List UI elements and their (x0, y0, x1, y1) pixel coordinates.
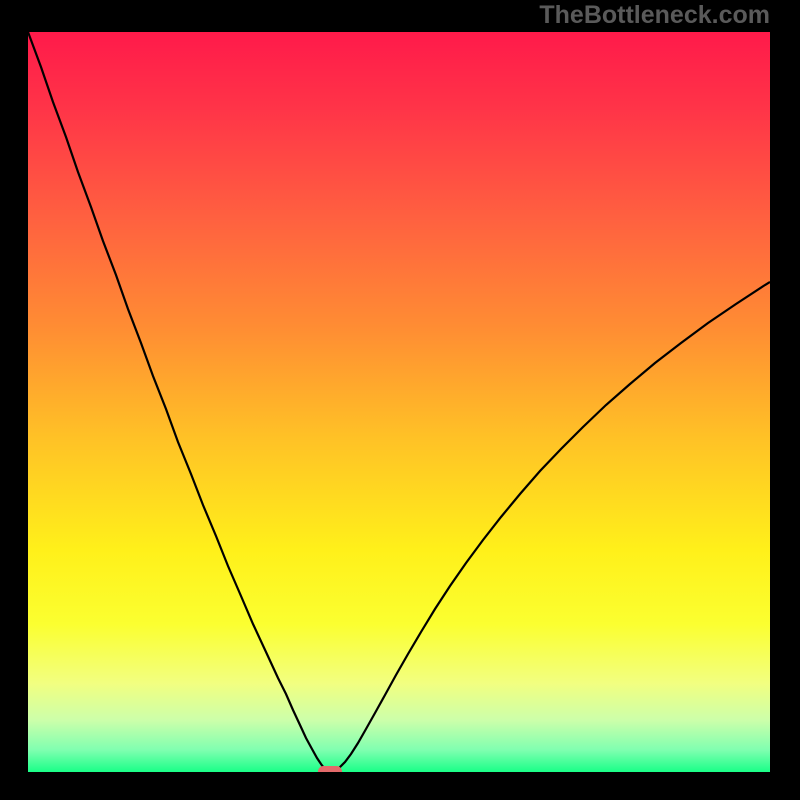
bottleneck-curve (28, 32, 770, 771)
plot-area (28, 32, 770, 772)
frame-border (770, 0, 800, 800)
frame-border (0, 772, 800, 800)
frame-border (0, 0, 28, 800)
gradient-background (28, 32, 770, 772)
chart-svg (28, 32, 770, 772)
watermark-text: TheBottleneck.com (539, 1, 770, 30)
